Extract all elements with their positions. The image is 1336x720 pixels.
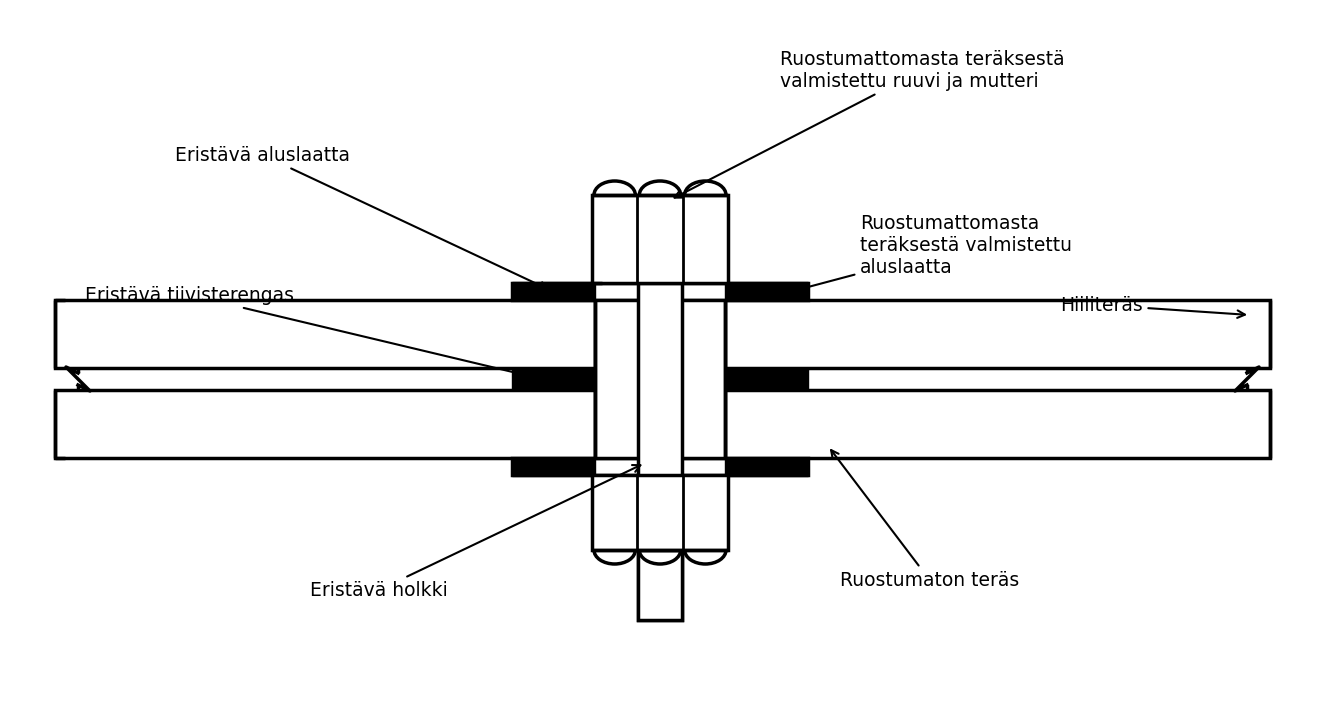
Bar <box>512 458 595 476</box>
Bar <box>592 195 728 283</box>
Bar <box>597 286 723 297</box>
Text: Eristävä aluslaatta: Eristävä aluslaatta <box>175 145 548 289</box>
Bar <box>512 282 595 300</box>
Text: Eristävä tiivisterengas: Eristävä tiivisterengas <box>86 286 537 379</box>
Bar <box>55 300 595 368</box>
Text: Ruostumaton teräs: Ruostumaton teräs <box>831 450 1019 590</box>
Bar <box>595 300 725 458</box>
Bar <box>725 300 1271 368</box>
Bar <box>725 282 808 300</box>
Bar <box>725 368 808 390</box>
Bar <box>512 458 808 475</box>
Bar <box>592 475 728 550</box>
Text: Hiiliteräs: Hiiliteräs <box>1059 295 1245 318</box>
Bar <box>725 390 1271 458</box>
Bar <box>55 390 595 458</box>
Bar <box>639 300 681 458</box>
Bar <box>512 368 595 390</box>
Bar <box>597 461 723 472</box>
Bar <box>639 283 681 620</box>
Text: Ruostumattomasta
teräksestä valmistettu
aluslaatta: Ruostumattomasta teräksestä valmistettu … <box>783 214 1071 295</box>
Text: Eristävä holkki: Eristävä holkki <box>310 465 640 600</box>
Text: Ruostumattomasta teräksestä
valmistettu ruuvi ja mutteri: Ruostumattomasta teräksestä valmistettu … <box>675 50 1065 198</box>
Bar <box>725 458 808 476</box>
Bar <box>639 550 681 620</box>
Bar <box>512 283 808 300</box>
